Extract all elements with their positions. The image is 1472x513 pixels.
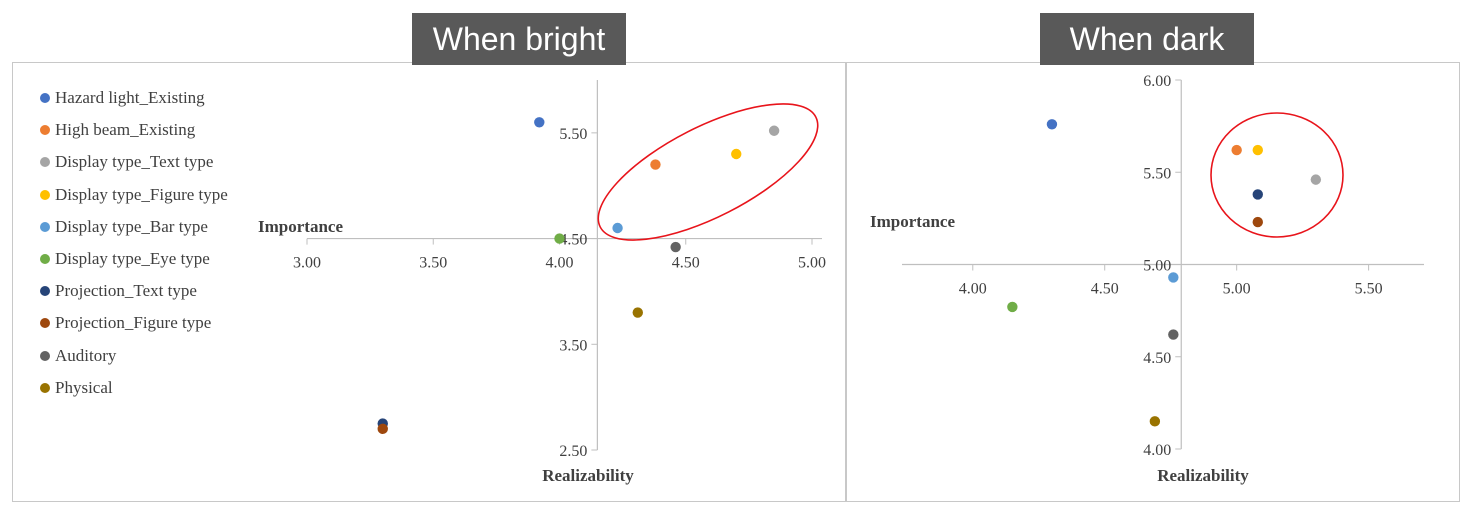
- data-point: [731, 148, 742, 160]
- legend-swatch: [40, 254, 50, 265]
- x-axis-title: Realizability: [1157, 466, 1249, 485]
- data-point: [670, 241, 681, 253]
- x-tick-label: 3.00: [293, 255, 321, 272]
- legend-label: Display type_Bar type: [55, 216, 208, 236]
- data-point: [1168, 272, 1179, 283]
- legend-item: Physical: [40, 372, 228, 404]
- y-tick-label: 2.50: [559, 443, 587, 460]
- data-point: [1007, 301, 1018, 313]
- legend-swatch: [40, 286, 50, 297]
- chart-panel-dark: [846, 62, 1460, 502]
- y-axis-title: Importance: [870, 212, 955, 231]
- data-point: [1252, 144, 1263, 156]
- legend-swatch: [40, 382, 50, 393]
- data-point: [1046, 119, 1058, 130]
- legend-swatch: [40, 189, 50, 200]
- legend-swatch: [40, 221, 50, 232]
- y-axis-title: Importance: [258, 217, 343, 236]
- legend-label: Auditory: [55, 345, 117, 365]
- legend-item: Projection_Text type: [40, 275, 228, 307]
- legend-swatch: [40, 125, 50, 136]
- data-point: [1149, 416, 1161, 427]
- y-tick-label: 5.50: [1143, 165, 1171, 182]
- data-point: [1310, 174, 1322, 185]
- legend-swatch: [40, 318, 50, 329]
- x-tick-label: 5.00: [798, 255, 826, 272]
- legend-label: Projection_Text type: [55, 281, 197, 301]
- x-tick-label: 4.50: [672, 255, 700, 272]
- legend-swatch: [40, 350, 50, 361]
- x-axis-title: Realizability: [542, 466, 634, 485]
- y-tick-label: 4.00: [1143, 442, 1171, 459]
- legend-label: Display type_Text type: [55, 152, 214, 172]
- legend-label: Physical: [55, 377, 113, 397]
- data-point: [554, 233, 565, 244]
- legend-label: Projection_Figure type: [55, 313, 212, 333]
- legend-swatch: [40, 157, 50, 168]
- y-tick-label: 4.50: [1143, 350, 1171, 367]
- y-tick-label: 5.00: [1143, 258, 1171, 275]
- data-point: [612, 222, 623, 234]
- legend-item: Auditory: [40, 340, 228, 372]
- y-tick-label: 3.50: [559, 337, 587, 354]
- legend-label: Display type_Figure type: [55, 184, 228, 204]
- data-point: [632, 307, 643, 318]
- highlight-ellipse: [1210, 112, 1344, 238]
- y-tick-label: 4.50: [559, 232, 587, 249]
- legend-item: Display type_Bar type: [40, 211, 228, 243]
- x-tick-label: 3.50: [419, 255, 447, 272]
- data-point: [1252, 189, 1263, 200]
- legend-item: High beam_Existing: [40, 114, 228, 146]
- legend-item: Display type_Eye type: [40, 243, 228, 275]
- legend-label: Hazard light_Existing: [55, 88, 205, 108]
- legend-label: Display type_Eye type: [55, 249, 210, 269]
- chart-title-bright: When bright: [412, 13, 626, 65]
- highlight-ellipse: [597, 103, 819, 241]
- data-point: [534, 117, 545, 128]
- data-point: [650, 159, 661, 170]
- data-point: [377, 423, 388, 435]
- data-point: [1252, 216, 1263, 228]
- legend-item: Display type_Figure type: [40, 179, 228, 211]
- x-tick-label: 5.50: [1355, 281, 1383, 298]
- legend: Hazard light_Existing High beam_Existing D…: [40, 82, 228, 404]
- legend-swatch: [40, 93, 50, 104]
- x-tick-label: 4.50: [1091, 281, 1119, 298]
- x-tick-label: 4.00: [959, 281, 987, 298]
- legend-item: Display type_Text type: [40, 146, 228, 178]
- x-tick-label: 4.00: [546, 255, 574, 272]
- data-point: [768, 125, 780, 136]
- chart-panel-bright: [12, 62, 846, 502]
- data-point: [1231, 144, 1242, 156]
- legend-item: Hazard light_Existing: [40, 82, 228, 114]
- legend-item: Projection_Figure type: [40, 307, 228, 339]
- x-tick-label: 5.00: [1223, 281, 1251, 298]
- chart-title-dark: When dark: [1040, 13, 1254, 65]
- legend-label: High beam_Existing: [55, 120, 196, 140]
- y-tick-label: 5.50: [559, 126, 587, 143]
- data-point: [1168, 329, 1179, 340]
- y-tick-label: 6.00: [1143, 73, 1171, 90]
